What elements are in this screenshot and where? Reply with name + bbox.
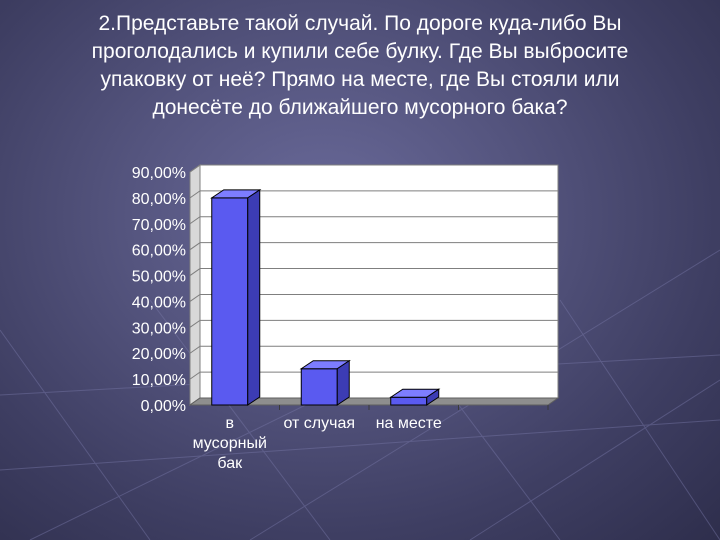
- y-tick-label: 60,00%: [132, 243, 186, 260]
- y-tick-label: 30,00%: [132, 320, 186, 337]
- chart-side-wall: [189, 164, 201, 406]
- bar-front: [300, 368, 338, 406]
- x-category-label: на месте: [376, 415, 442, 432]
- title-line-2: проголодались и купили себе булку. Где В…: [91, 40, 629, 63]
- y-tick-label: 50,00%: [132, 269, 186, 286]
- bar-front: [390, 396, 428, 406]
- y-tick-label: 70,00%: [132, 217, 186, 234]
- x-category-label: бак: [217, 455, 243, 472]
- y-tick-label: 80,00%: [132, 191, 186, 208]
- x-category-label: в: [226, 415, 235, 432]
- chart-floor: [188, 397, 560, 406]
- bar-side: [426, 388, 440, 406]
- bar-side: [247, 188, 261, 406]
- gridline: [189, 345, 558, 354]
- bar-front: [211, 197, 249, 406]
- x-category-label: мусорный: [193, 435, 267, 452]
- gridline: [189, 242, 558, 251]
- y-tick-label: 90,00%: [132, 165, 186, 182]
- title-line-3: упаковку от неё? Прямо на месте, где Вы …: [100, 68, 620, 91]
- title-line-1: 2.Представьте такой случай. По дороге ку…: [98, 12, 622, 35]
- x-category-label: от случая: [283, 415, 355, 432]
- slide-title: 2.Представьте такой случай. По дороге ку…: [20, 10, 700, 122]
- title-line-4: донесёте до ближайшего мусорного бака?: [152, 96, 568, 119]
- y-tick-label: 0,00%: [141, 398, 186, 415]
- y-tick-label: 20,00%: [132, 346, 186, 363]
- gridline: [189, 293, 558, 302]
- gridline: [189, 371, 558, 380]
- gridline: [189, 216, 558, 225]
- gridline: [189, 164, 558, 173]
- y-tick-label: 10,00%: [132, 372, 186, 389]
- gridline: [189, 268, 558, 276]
- gridline: [189, 190, 558, 199]
- bar-side: [336, 359, 350, 406]
- y-tick-label: 40,00%: [132, 294, 186, 311]
- gridline: [189, 319, 558, 328]
